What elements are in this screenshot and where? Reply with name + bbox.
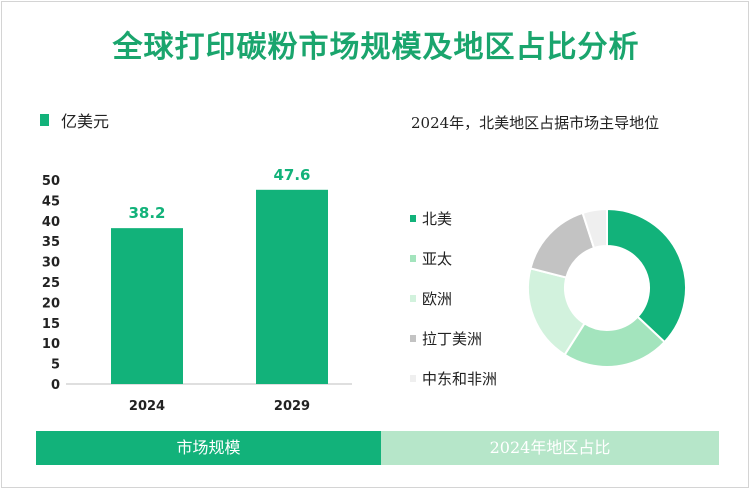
legend-label: 欧洲 <box>422 289 453 308</box>
x-tick-label: 2024 <box>129 399 165 414</box>
footer-region-share: 2024年地区占比 <box>381 431 719 465</box>
bar-legend-label: 亿美元 <box>61 112 110 131</box>
bar-legend-swatch <box>40 114 49 126</box>
donut-slice-0 <box>606 207 687 344</box>
page-title: 全球打印碳粉市场规模及地区占比分析 <box>112 30 640 65</box>
legend-swatch <box>410 254 416 262</box>
legend-swatch <box>410 334 416 342</box>
x-tick-label: 2029 <box>274 399 310 414</box>
donut-legend-item: 欧洲 <box>410 278 497 318</box>
y-tick-label: 25 <box>42 276 60 291</box>
donut-slice-3 <box>529 211 596 279</box>
donut-legend: 北美亚太欧洲拉丁美洲中东和非洲 <box>410 198 497 398</box>
y-tick-label: 30 <box>42 256 60 271</box>
legend-label: 北美 <box>422 209 453 228</box>
bar-2024 <box>111 228 183 384</box>
y-tick-label: 5 <box>51 358 60 373</box>
footer-market-size: 市场规模 <box>36 431 381 465</box>
bar-2029 <box>256 189 328 384</box>
y-tick-label: 20 <box>42 296 60 311</box>
donut-legend-item: 亚太 <box>410 238 497 278</box>
donut-legend-item: 北美 <box>410 198 497 238</box>
bar-data-label: 47.6 <box>273 166 310 184</box>
bar-data-label: 38.2 <box>128 204 165 222</box>
legend-swatch <box>410 294 416 302</box>
donut-slice-4 <box>581 207 608 250</box>
y-tick-label: 40 <box>42 215 60 230</box>
y-tick-label: 0 <box>51 378 60 393</box>
y-tick-label: 15 <box>42 317 60 332</box>
donut-legend-item: 拉丁美洲 <box>410 318 497 358</box>
legend-swatch <box>410 374 416 382</box>
y-tick-label: 35 <box>42 235 60 250</box>
donut-legend-item: 中东和非洲 <box>410 358 497 398</box>
legend-label: 亚太 <box>422 249 453 268</box>
y-tick-label: 50 <box>42 174 60 189</box>
donut-title: 2024年，北美地区占据市场主导地位 <box>411 114 660 132</box>
legend-swatch <box>410 214 416 222</box>
legend-label: 拉丁美洲 <box>422 329 483 348</box>
y-tick-label: 10 <box>42 337 60 352</box>
legend-label: 中东和非洲 <box>422 369 498 388</box>
y-tick-label: 45 <box>42 194 60 209</box>
bar-legend: 亿美元 <box>40 108 109 132</box>
